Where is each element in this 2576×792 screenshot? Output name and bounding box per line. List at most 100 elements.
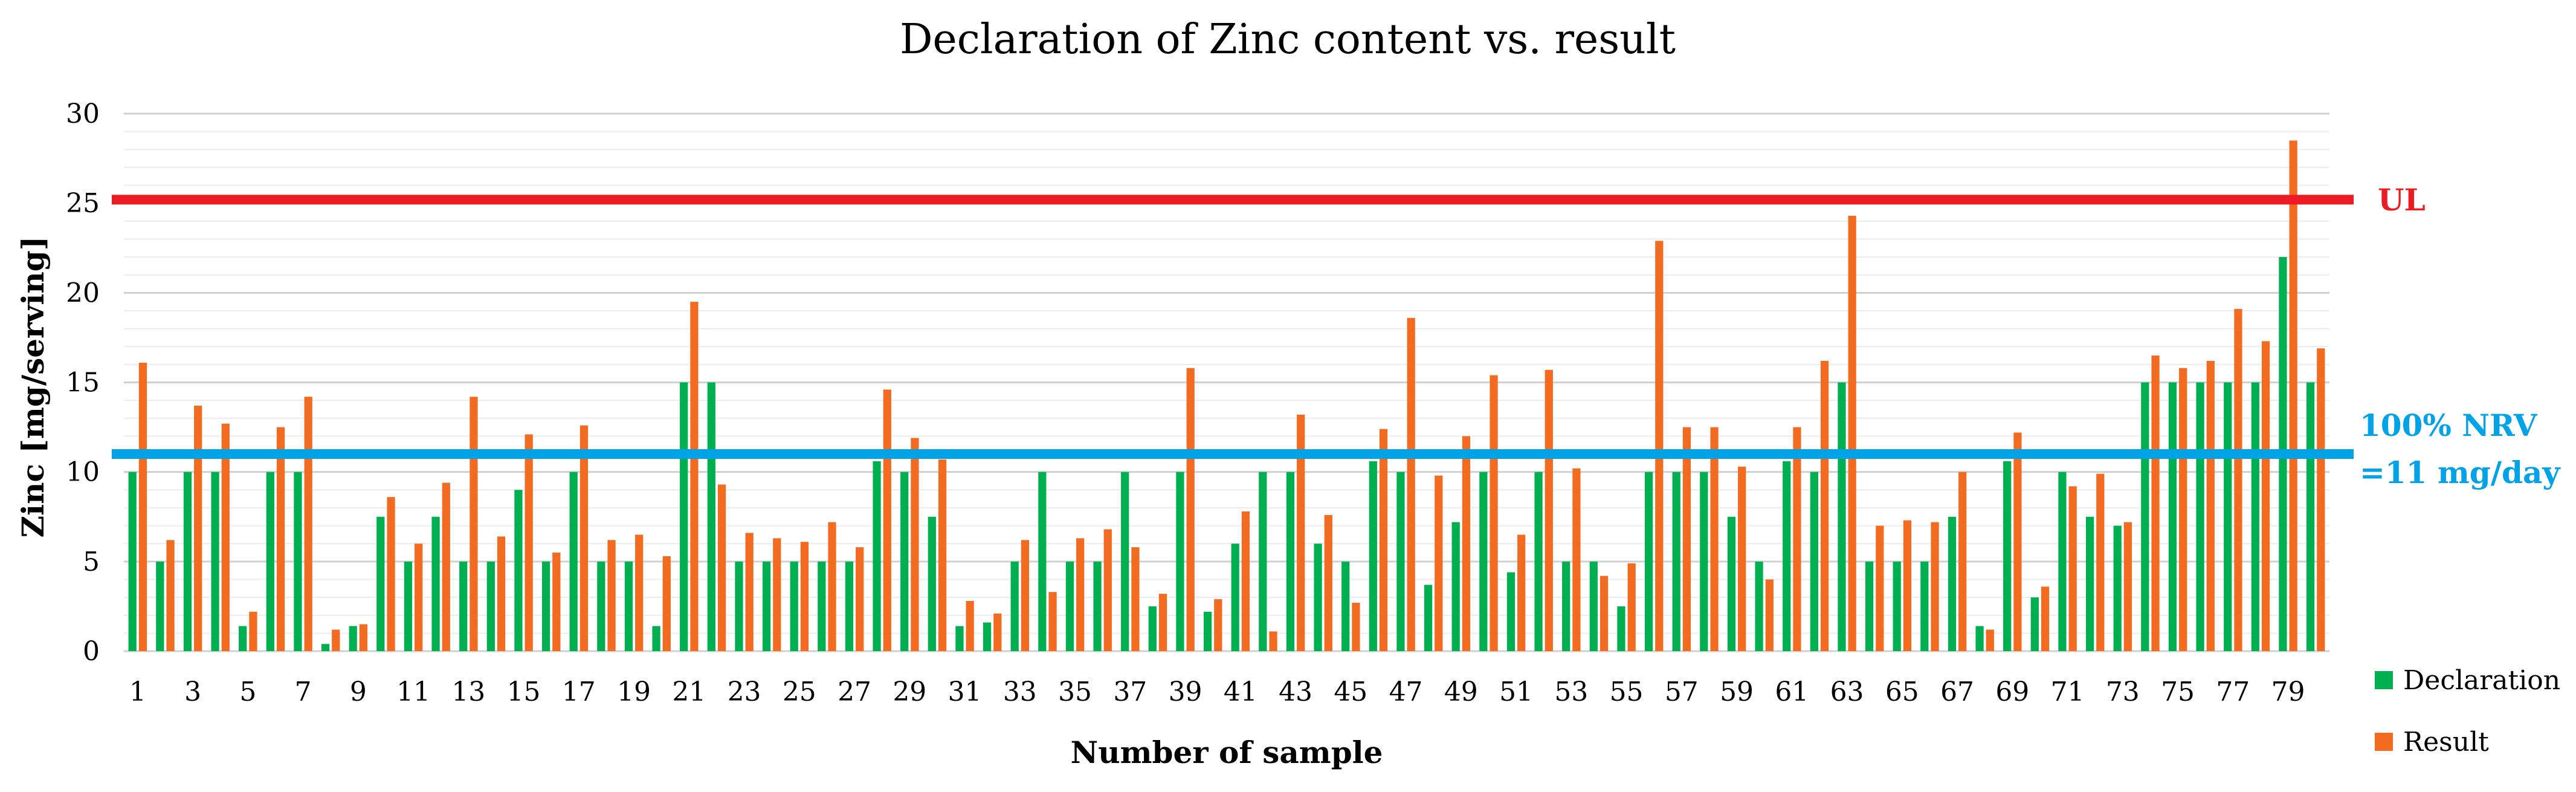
- bar-result-9: [359, 624, 368, 651]
- bar-declaration-62: [1810, 472, 1818, 651]
- bar-declaration-29: [900, 472, 909, 651]
- bar-declaration-68: [1975, 626, 1984, 651]
- y-axis-ticks: 0 5 10 15 20 25 30: [66, 99, 100, 667]
- bar-result-64: [1876, 525, 1884, 651]
- bar-declaration-15: [514, 490, 523, 651]
- bar-declaration-60: [1755, 561, 1763, 651]
- bar-result-15: [525, 434, 533, 651]
- bar-result-31: [966, 601, 974, 651]
- bar-result-32: [993, 613, 1002, 651]
- bar-result-49: [1462, 436, 1471, 651]
- x-tick-label: 59: [1720, 677, 1754, 707]
- bar-declaration-66: [1920, 561, 1929, 651]
- bar-result-3: [194, 406, 202, 651]
- x-tick-label: 57: [1665, 677, 1699, 707]
- bar-declaration-13: [459, 561, 468, 651]
- bar-declaration-36: [1093, 561, 1102, 651]
- bar-declaration-55: [1617, 606, 1625, 651]
- bar-result-20: [662, 556, 671, 651]
- bar-declaration-74: [2141, 382, 2149, 651]
- bar-result-44: [1324, 514, 1332, 651]
- bar-result-5: [249, 611, 257, 651]
- bar-declaration-71: [2058, 472, 2067, 651]
- bar-result-56: [1655, 241, 1664, 651]
- bar-declaration-38: [1148, 606, 1157, 651]
- bar-result-48: [1435, 475, 1443, 651]
- bar-declaration-61: [1783, 461, 1791, 651]
- x-tick-label: 29: [893, 677, 926, 707]
- bar-declaration-17: [569, 472, 578, 651]
- bar-declaration-70: [2030, 597, 2039, 651]
- bar-declaration-41: [1231, 544, 1239, 651]
- bar-result-22: [717, 484, 726, 651]
- x-tick-label: 69: [1995, 677, 2029, 707]
- bar-declaration-52: [1534, 472, 1543, 651]
- y-tick-label: 10: [66, 457, 100, 488]
- bar-result-63: [1848, 215, 1856, 651]
- bar-result-26: [828, 522, 836, 651]
- bar-result-60: [1765, 579, 1774, 651]
- bar-declaration-10: [376, 516, 385, 651]
- bar-result-55: [1627, 563, 1636, 651]
- bar-declaration-49: [1451, 522, 1460, 651]
- bar-result-4: [221, 423, 230, 651]
- bar-declaration-21: [680, 382, 688, 651]
- x-tick-label: 61: [1775, 677, 1809, 707]
- bar-declaration-59: [1727, 516, 1736, 651]
- bar-declaration-27: [845, 561, 854, 651]
- x-tick-label: 3: [184, 677, 201, 707]
- x-tick-label: 47: [1389, 677, 1423, 707]
- y-tick-label: 25: [66, 188, 100, 219]
- bar-declaration-51: [1506, 572, 1516, 651]
- bar-result-6: [276, 427, 285, 651]
- bar-result-54: [1600, 576, 1609, 651]
- bars: [128, 140, 2325, 652]
- chart-title: Declaration of Zinc content vs. result: [900, 16, 1676, 63]
- bar-result-39: [1186, 368, 1195, 651]
- bar-result-33: [1021, 540, 1030, 651]
- x-axis-ticks: 1 3 5 7 9 11 13 15 17 19 21 23 25 27 29 31 33 35 37 39 41 43 4…: [129, 677, 2305, 707]
- bar-result-8: [332, 629, 340, 651]
- bar-result-46: [1379, 429, 1388, 651]
- bar-declaration-80: [2306, 382, 2315, 651]
- bar-declaration-20: [652, 626, 660, 651]
- x-tick-label: 9: [350, 677, 367, 707]
- bar-result-23: [745, 533, 754, 651]
- bar-result-45: [1352, 602, 1360, 651]
- bar-declaration-3: [183, 472, 192, 651]
- bar-declaration-32: [983, 622, 992, 651]
- bar-declaration-72: [2085, 516, 2094, 651]
- x-tick-label: 23: [728, 677, 761, 707]
- bar-result-47: [1407, 317, 1415, 651]
- bar-result-78: [2261, 341, 2270, 651]
- bar-declaration-25: [790, 561, 798, 651]
- bar-result-13: [470, 397, 478, 651]
- bar-result-35: [1076, 538, 1085, 651]
- bar-declaration-30: [928, 516, 936, 651]
- bar-result-37: [1131, 547, 1140, 651]
- bar-result-50: [1490, 375, 1498, 651]
- x-tick-label: 75: [2161, 677, 2195, 707]
- bar-result-62: [1820, 360, 1829, 651]
- bar-declaration-73: [2113, 525, 2122, 651]
- bar-result-68: [1986, 629, 1994, 651]
- bar-declaration-35: [1065, 561, 1074, 651]
- legend-swatch-result: [2375, 733, 2393, 751]
- bar-result-29: [911, 438, 919, 651]
- x-tick-label: 1: [129, 677, 146, 707]
- reference-lines: UL 100% NRV =11 mg/day: [112, 182, 2561, 490]
- x-tick-label: 7: [295, 677, 312, 707]
- bar-declaration-14: [486, 561, 495, 651]
- bar-result-57: [1682, 427, 1691, 651]
- bar-declaration-47: [1396, 472, 1405, 651]
- bar-declaration-57: [1672, 472, 1680, 651]
- bar-declaration-16: [541, 561, 550, 651]
- bar-declaration-26: [818, 561, 826, 651]
- bar-result-61: [1793, 427, 1801, 651]
- x-tick-label: 27: [838, 677, 871, 707]
- x-tick-label: 19: [617, 677, 651, 707]
- bar-declaration-48: [1424, 585, 1433, 651]
- bar-declaration-53: [1562, 561, 1570, 651]
- bar-declaration-5: [239, 626, 247, 651]
- x-tick-label: 41: [1224, 677, 1257, 707]
